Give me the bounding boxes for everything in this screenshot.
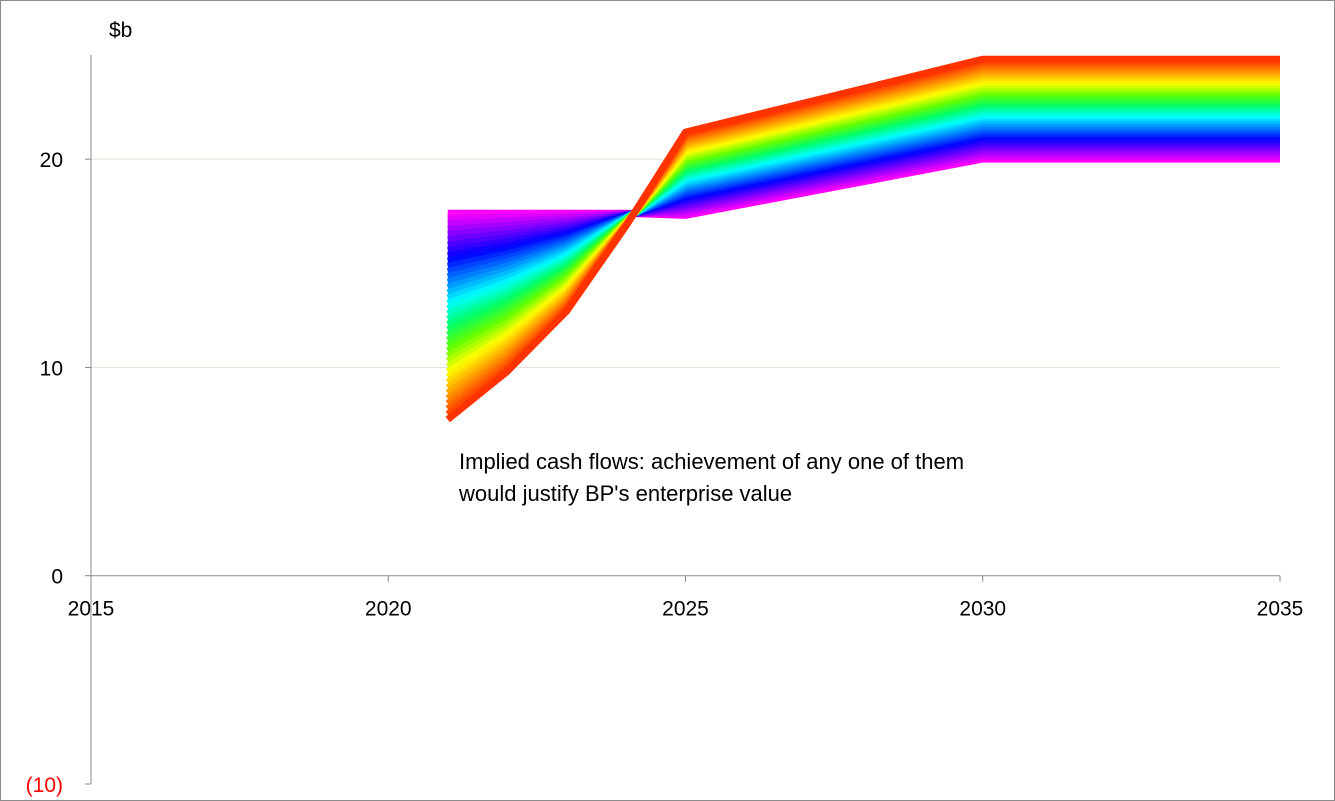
y-tick-label: (10) [26, 774, 63, 797]
x-tick-label: 2030 [959, 598, 1006, 621]
y-axis-unit-label: $b [109, 19, 132, 42]
cash-flow-series-line [445, 55, 1280, 423]
x-tick-label: 2035 [1257, 598, 1304, 621]
y-tick-label: 0 [51, 566, 63, 589]
y-tick-label: 20 [40, 149, 63, 172]
x-tick-label: 2015 [68, 598, 115, 621]
tick-labels: 20 10 0 (10) 2015 2020 2025 2030 2035 [26, 149, 1304, 797]
cash-flow-band [445, 55, 1280, 423]
x-tick-label: 2025 [662, 598, 709, 621]
x-tick-label: 2020 [365, 598, 412, 621]
annotation-line-1: Implied cash flows: achievement of any o… [459, 449, 964, 474]
annotation-line-2: would justify BP's enterprise value [458, 481, 792, 506]
y-tick-label: 10 [40, 357, 63, 380]
